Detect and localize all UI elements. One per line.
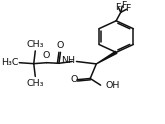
Text: CH₃: CH₃ [27,40,44,49]
Text: O: O [71,75,78,84]
Text: O: O [42,51,50,60]
Text: H₃C: H₃C [1,58,18,67]
Text: F: F [115,3,121,12]
Text: F: F [121,0,126,10]
Polygon shape [96,51,117,64]
Text: O: O [57,41,64,50]
Text: NH: NH [61,56,75,65]
Text: OH: OH [105,81,120,90]
Text: F: F [125,4,131,13]
Text: CH₃: CH₃ [27,79,44,88]
